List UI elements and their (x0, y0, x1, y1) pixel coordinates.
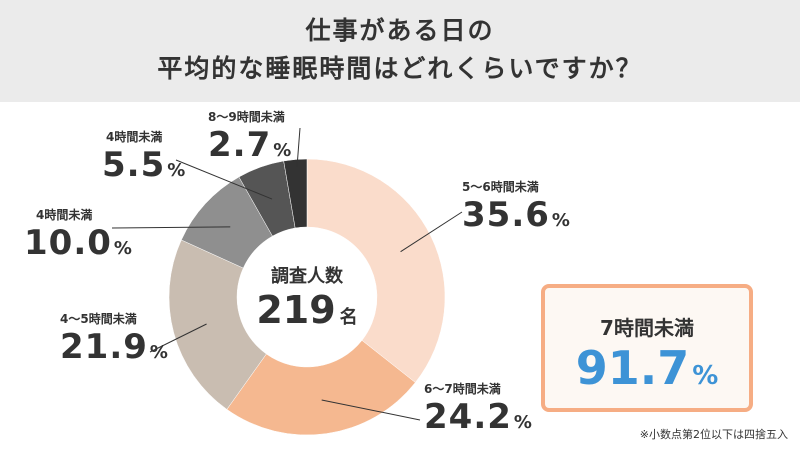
donut-slice-5 (283, 158, 308, 229)
center-label: 調査人数 219 名 (247, 262, 367, 332)
data-label-1: 6〜7時間未満 24.2% (424, 380, 532, 437)
percent-sign: % (149, 342, 168, 363)
summary-value: 91.7 (575, 341, 690, 395)
data-label-3: 4時間未満 10.0% (24, 206, 132, 263)
leader-line-5 (296, 127, 301, 168)
category-label: 4時間未満 (36, 208, 93, 222)
leader-line-0 (400, 211, 463, 253)
center-unit: 名 (339, 307, 358, 328)
data-label-5: 8〜9時間未満 2.7% (208, 108, 291, 165)
center-title: 調査人数 (271, 266, 343, 287)
category-label: 6〜7時間未満 (424, 382, 501, 396)
donut-slice-1 (226, 340, 416, 436)
value-label: 35.6 (462, 195, 550, 235)
leader-line-4 (175, 159, 273, 200)
category-label: 5〜6時間未満 (462, 180, 539, 194)
title-line-2: 平均的な睡眠時間はどれくらいですか？ (157, 54, 643, 83)
data-label-2: 4〜5時間未満 21.9% (60, 310, 168, 367)
percent-sign: % (167, 160, 186, 181)
donut-slice-0 (306, 158, 446, 383)
leader-line-1 (321, 399, 421, 421)
category-label: 8〜9時間未満 (208, 110, 285, 124)
title-line-1: 仕事がある日の (305, 16, 495, 45)
donut-slice-2 (168, 239, 267, 410)
summary-box: 7時間未満 91.7% (541, 284, 753, 412)
percent-sign: % (273, 140, 292, 161)
summary-unit: % (692, 361, 719, 391)
summary-label: 7時間未満 (600, 316, 694, 340)
leader-line-2 (149, 323, 207, 353)
value-label: 10.0 (24, 223, 112, 263)
title-banner: 仕事がある日の 平均的な睡眠時間はどれくらいですか？ (0, 0, 800, 102)
percent-sign: % (113, 238, 132, 259)
value-label: 24.2 (424, 397, 512, 437)
percent-sign: % (513, 412, 532, 433)
value-label: 2.7 (208, 125, 272, 165)
value-label: 21.9 (60, 327, 148, 367)
data-label-4: 4時間未満 5.5% (102, 128, 185, 185)
percent-sign: % (551, 210, 570, 231)
value-label: 5.5 (102, 145, 166, 185)
category-label: 4時間未満 (106, 130, 163, 144)
category-label: 4〜5時間未満 (60, 312, 137, 326)
footnote: ※小数点第2位以下は四捨五入 (639, 428, 788, 441)
data-label-0: 5〜6時間未満 35.6% (462, 178, 570, 235)
leader-line-3 (111, 226, 231, 229)
center-value: 219 (256, 288, 336, 332)
